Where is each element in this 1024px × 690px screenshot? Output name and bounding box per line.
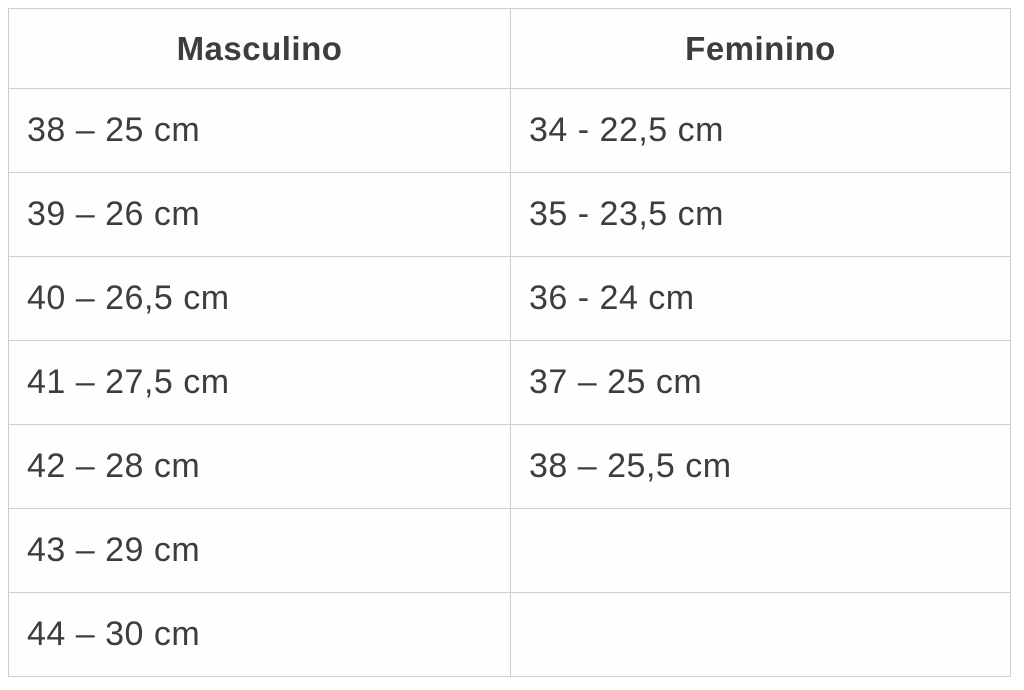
cell-masculino: 42 – 28 cm xyxy=(8,424,511,509)
cell-feminino: 35 - 23,5 cm xyxy=(510,172,1011,257)
cell-masculino: 43 – 29 cm xyxy=(8,508,511,593)
cell-feminino: 36 - 24 cm xyxy=(510,256,1011,341)
table-row: 42 – 28 cm 38 – 25,5 cm xyxy=(8,424,1011,509)
table-row: 44 – 30 cm xyxy=(8,592,1011,677)
cell-feminino: 38 – 25,5 cm xyxy=(510,424,1011,509)
cell-masculino: 38 – 25 cm xyxy=(8,88,511,173)
table-row: 38 – 25 cm 34 - 22,5 cm xyxy=(8,88,1011,173)
cell-masculino: 44 – 30 cm xyxy=(8,592,511,677)
table-row: 40 – 26,5 cm 36 - 24 cm xyxy=(8,256,1011,341)
cell-masculino: 39 – 26 cm xyxy=(8,172,511,257)
cell-feminino xyxy=(510,592,1011,677)
size-conversion-table: Masculino Feminino 38 – 25 cm 34 - 22,5 … xyxy=(8,8,1011,677)
cell-feminino: 34 - 22,5 cm xyxy=(510,88,1011,173)
column-header-masculino: Masculino xyxy=(8,8,511,89)
cell-feminino: 37 – 25 cm xyxy=(510,340,1011,425)
header-row: Masculino Feminino xyxy=(8,8,1011,89)
table-row: 39 – 26 cm 35 - 23,5 cm xyxy=(8,172,1011,257)
column-header-feminino: Feminino xyxy=(510,8,1011,89)
table-row: 43 – 29 cm xyxy=(8,508,1011,593)
cell-masculino: 40 – 26,5 cm xyxy=(8,256,511,341)
table-row: 41 – 27,5 cm 37 – 25 cm xyxy=(8,340,1011,425)
cell-masculino: 41 – 27,5 cm xyxy=(8,340,511,425)
cell-feminino xyxy=(510,508,1011,593)
